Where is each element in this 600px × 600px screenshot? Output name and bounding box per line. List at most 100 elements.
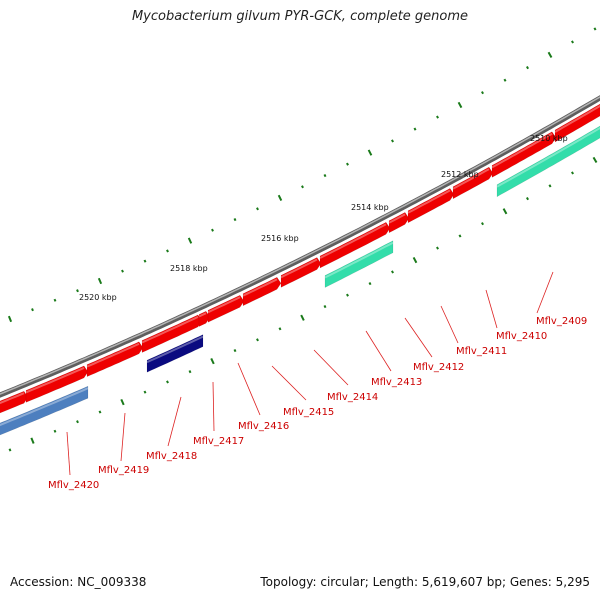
gene-label: Mflv_2414	[327, 392, 378, 403]
leader-line	[120, 412, 126, 462]
cds-highlight	[141, 315, 199, 344]
minor-tick	[31, 308, 34, 312]
minor-tick	[346, 293, 349, 297]
cds-highlight	[0, 392, 25, 405]
minor-tick	[53, 298, 57, 302]
minor-tick	[548, 184, 552, 188]
major-tick	[300, 314, 305, 321]
major-tick	[97, 277, 103, 285]
minor-tick	[233, 348, 237, 353]
forward-cds	[491, 131, 557, 178]
leader-line	[313, 349, 349, 386]
forward-cds	[242, 276, 282, 307]
minor-tick	[76, 289, 79, 293]
major-tick	[592, 156, 598, 164]
cds-highlight	[407, 189, 451, 214]
cds-highlight	[280, 258, 318, 279]
minor-tick	[436, 246, 439, 250]
gene-label: Mflv_2415	[283, 407, 334, 418]
minor-tick	[233, 217, 237, 222]
minor-tick	[571, 40, 574, 44]
major-tick	[7, 315, 13, 323]
gene-label: Mflv_2409	[536, 316, 587, 327]
forward-cds	[25, 365, 89, 403]
minor-tick	[211, 228, 214, 232]
leader-line	[440, 305, 459, 344]
minor-tick	[391, 139, 394, 143]
forward-cds	[554, 103, 600, 143]
gene-label: Mflv_2413	[371, 377, 422, 388]
scale-label: 2512 kbp	[441, 170, 479, 179]
cds-highlight	[554, 104, 600, 133]
minor-tick	[481, 91, 484, 95]
minor-tick	[256, 338, 259, 342]
minor-tick	[526, 66, 529, 70]
minor-tick	[436, 115, 439, 119]
gene-label: Mflv_2416	[238, 421, 289, 432]
major-tick	[30, 437, 35, 444]
forward-cds	[407, 188, 455, 224]
gene-label: Mflv_2418	[146, 451, 197, 462]
minor-tick	[8, 448, 12, 452]
genome-summary-text: Topology: circular; Length: 5,619,607 bp…	[260, 575, 590, 589]
minor-tick	[458, 234, 462, 238]
accession-text: Accession: NC_009338	[10, 575, 147, 589]
minor-tick	[323, 173, 327, 178]
cds-highlight	[146, 335, 204, 364]
gene-label: Mflv_2411	[456, 346, 507, 357]
outer-scale-ticks	[7, 27, 597, 323]
minor-tick	[571, 171, 574, 175]
cds-highlight	[198, 312, 207, 318]
cds-highlight	[86, 342, 140, 368]
minor-tick	[481, 222, 484, 226]
cds-highlight	[388, 213, 406, 224]
inner-scale-ticks	[8, 156, 598, 452]
cds-highlight	[25, 366, 85, 394]
major-tick	[210, 358, 215, 365]
major-tick	[547, 51, 553, 58]
minor-tick	[166, 249, 169, 253]
forward-cds	[86, 341, 144, 377]
cds-highlight	[207, 296, 241, 314]
minor-tick	[301, 185, 304, 189]
forward-cds	[280, 257, 322, 288]
cds-highlight	[324, 241, 394, 279]
scale-label: 2510 kbp	[530, 134, 568, 143]
leader-line	[271, 365, 307, 401]
cds-features	[0, 103, 600, 436]
cds-highlight	[319, 223, 387, 259]
minor-tick	[413, 127, 417, 131]
minor-tick	[256, 207, 259, 211]
gene-label: Mflv_2419	[98, 465, 149, 476]
minor-tick	[53, 429, 57, 433]
minor-tick	[166, 380, 169, 384]
cds-highlight	[496, 126, 600, 188]
minor-tick	[76, 420, 79, 424]
leader-line	[237, 362, 261, 416]
reverse-cds	[324, 240, 394, 288]
cds-highlight	[0, 387, 89, 427]
leader-line	[365, 330, 392, 372]
major-tick	[412, 256, 418, 264]
map-title: Mycobacterium gilvum PYR-GCK, complete g…	[131, 9, 469, 24]
cds-highlight	[491, 132, 553, 169]
scale-label: 2518 kbp	[170, 264, 208, 273]
scale-label: 2514 kbp	[351, 203, 389, 212]
major-tick	[502, 208, 508, 215]
label-leader-lines	[66, 271, 554, 476]
forward-cds	[319, 221, 391, 269]
minor-tick	[98, 410, 102, 414]
minor-tick	[368, 282, 372, 286]
forward-cds	[207, 294, 245, 323]
leader-line	[404, 317, 433, 358]
minor-tick	[391, 270, 394, 274]
major-tick	[187, 237, 193, 244]
minor-tick	[503, 78, 507, 82]
minor-tick	[121, 269, 124, 273]
minor-tick	[188, 370, 192, 374]
minor-tick	[346, 162, 349, 166]
leader-line	[485, 289, 498, 329]
cds-highlight	[242, 278, 278, 297]
